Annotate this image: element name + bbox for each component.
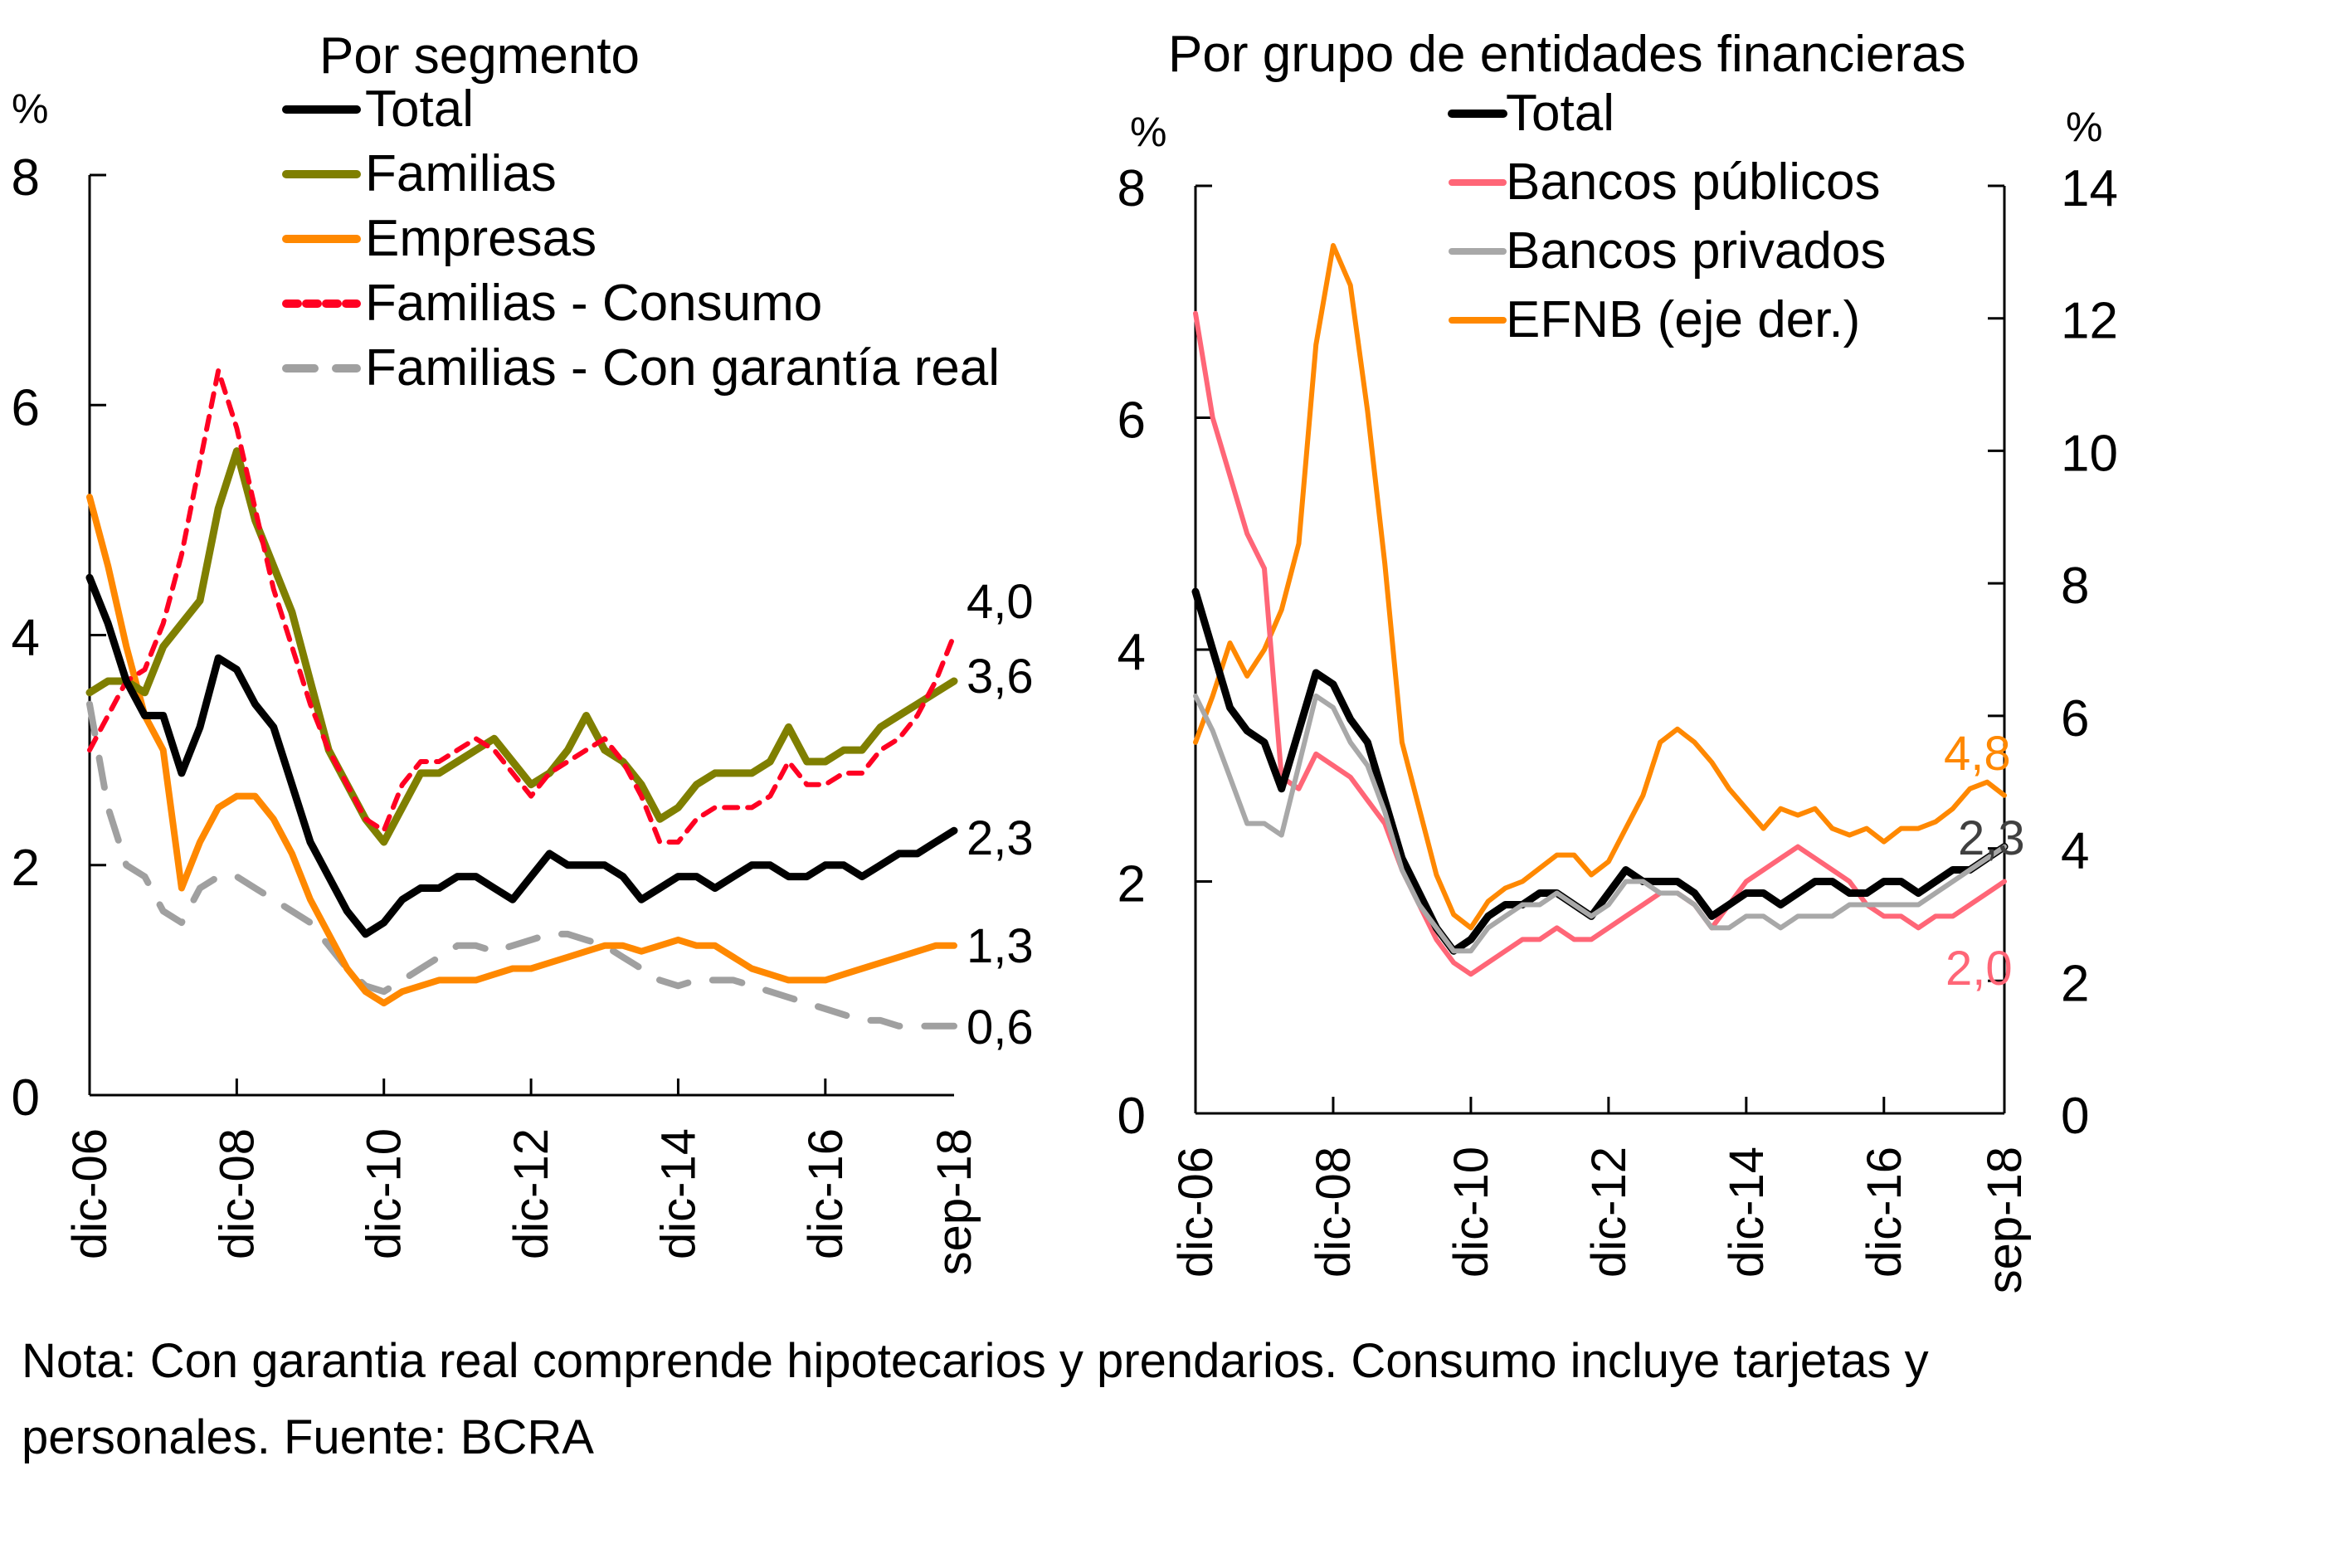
x-tick-label: dic-08 (1307, 1147, 1361, 1278)
end-value-label: 1,3 (967, 919, 1034, 973)
legend-label: Empresas (365, 210, 597, 267)
x-tick-label: dic-08 (210, 1128, 264, 1259)
legend-label: Familias - Con garantía real (365, 339, 1000, 397)
left-x-axis: dic-06 dic-08 dic-10 dic-12 dic-14 dic-16 sep-… (63, 1079, 981, 1275)
x-tick-label: dic-16 (799, 1128, 853, 1259)
y2-tick-label: 0 (2061, 1088, 2089, 1145)
right-legend: Total Bancos públicos Bancos privados EFNB … (1448, 85, 1886, 348)
right-y-unit-right: % (2066, 104, 2102, 150)
left-y-unit: % (12, 85, 48, 132)
left-chart-title: Por segmento (319, 27, 640, 85)
series-line-familias (85, 447, 958, 846)
end-value-label: 2,3 (1958, 811, 2025, 865)
left-chart: Por segmento % Total Familias Empresas Fami… (12, 27, 1034, 1275)
legend-label: Total (365, 80, 474, 138)
y2-tick-label: 10 (2061, 425, 2118, 482)
y-tick-label: 4 (1118, 624, 1146, 681)
right-y-axis-left: 0 2 4 6 8 (1118, 160, 1212, 1145)
x-tick-label: dic-12 (504, 1128, 558, 1259)
legend-label: Familias (365, 145, 557, 202)
y-tick-label: 8 (1118, 160, 1146, 217)
x-tick-label: sep-18 (928, 1128, 981, 1275)
footnote: Nota: Con garantia real comprende hipote… (22, 1334, 1929, 1464)
end-value-label: 2,0 (1945, 942, 2013, 996)
legend-label: Bancos privados (1506, 222, 1886, 280)
series-line-bancos-privados (1193, 693, 2007, 954)
y2-tick-label: 14 (2061, 160, 2118, 217)
right-chart-title: Por grupo de entidades financieras (1168, 26, 1966, 83)
y-tick-label: 2 (1118, 856, 1146, 913)
y2-tick-label: 2 (2061, 955, 2089, 1012)
y-tick-label: 4 (12, 610, 40, 667)
y-tick-label: 2 (12, 840, 40, 897)
right-y-axis-right: 0 2 4 6 8 10 12 14 (1988, 160, 2118, 1145)
legend-label: Familias - Consumo (365, 275, 822, 332)
x-tick-label: sep-18 (1978, 1147, 2032, 1293)
end-value-label: 3,6 (967, 650, 1034, 704)
y2-tick-label: 4 (2061, 823, 2089, 880)
series-line-bancos-p-blicos (1193, 310, 2007, 977)
end-value-label: 4,0 (967, 575, 1034, 629)
y-tick-label: 0 (1118, 1088, 1146, 1145)
x-tick-label: dic-06 (1169, 1147, 1223, 1278)
x-tick-label: dic-16 (1858, 1147, 1911, 1278)
end-value-label: 4,8 (1944, 727, 2011, 781)
end-value-label: 0,6 (967, 1001, 1034, 1054)
y2-tick-label: 8 (2061, 558, 2089, 615)
left-plot-area (85, 368, 958, 1030)
right-end-labels: 4,8 2,3 2,0 (1944, 727, 2025, 996)
x-tick-label: dic-10 (358, 1128, 411, 1259)
legend-label: Bancos públicos (1506, 153, 1881, 211)
x-tick-label: dic-12 (1582, 1147, 1636, 1278)
x-tick-label: dic-14 (651, 1128, 705, 1259)
y2-tick-label: 12 (2061, 293, 2118, 350)
legend-label: EFNB (eje der.) (1506, 291, 1860, 348)
series-line-familias-con-garant-a-real (86, 700, 957, 1030)
end-value-label: 2,3 (967, 811, 1034, 865)
series-line-total (85, 573, 958, 938)
x-tick-label: dic-06 (63, 1128, 117, 1259)
y-tick-label: 6 (12, 379, 40, 436)
y-tick-label: 8 (12, 149, 40, 207)
legend-label: Total (1506, 85, 1614, 142)
y-tick-label: 6 (1118, 392, 1146, 450)
x-tick-label: dic-14 (1720, 1147, 1774, 1278)
right-x-axis: dic-06 dic-08 dic-10 dic-12 dic-14 dic-16 sep-… (1169, 1097, 2032, 1293)
series-line-total (1191, 587, 2009, 955)
left-legend: Total Familias Empresas Familias - Consumo F… (282, 80, 1000, 397)
y2-tick-label: 6 (2061, 690, 2089, 747)
right-y-unit-left: % (1130, 109, 1166, 155)
series-line-empresas (86, 494, 957, 1007)
x-tick-label: dic-10 (1444, 1147, 1498, 1278)
series-line-efnb-eje-der (1193, 242, 2007, 931)
left-end-labels: 4,0 3,6 2,3 1,3 0,6 (967, 575, 1034, 1054)
left-y-axis: 0 2 4 6 8 (12, 149, 106, 1127)
right-plot-area (1191, 242, 2009, 977)
right-chart: Por grupo de entidades financieras % % T… (1118, 26, 2118, 1293)
series-line-familias-consumo (87, 368, 957, 845)
y-tick-label: 0 (12, 1069, 40, 1127)
